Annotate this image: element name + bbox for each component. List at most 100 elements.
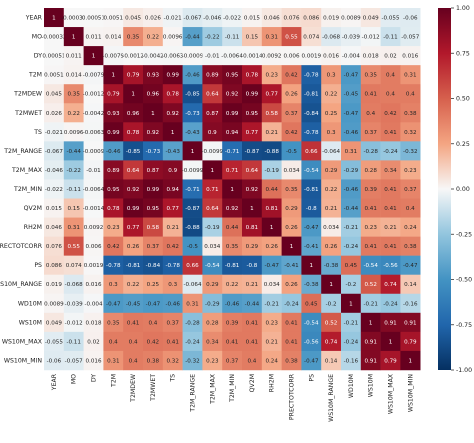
heatmap-cell — [162, 331, 183, 352]
cell-value-label: 0.38 — [404, 244, 417, 250]
cell-value-label: -0.78 — [304, 73, 319, 79]
cell-value-label: -0.055 — [45, 339, 63, 345]
heatmap-cell — [380, 312, 401, 333]
cell-value-label: 1 — [349, 301, 353, 307]
heatmap-cell — [44, 274, 65, 295]
cell-value-label: 0.22 — [67, 111, 79, 117]
heatmap-cell — [103, 198, 124, 218]
heatmap-cell — [380, 274, 401, 295]
cell-value-label: 0.049 — [363, 16, 379, 22]
cell-value-label: -0.0064 — [83, 187, 105, 193]
cell-value-label: -0.5 — [187, 244, 198, 250]
cell-value-label: 0.91 — [404, 320, 417, 326]
cell-value-label: 0.66 — [186, 263, 199, 269]
cell-value-label: 0.016 — [85, 282, 101, 288]
heatmap-cell — [83, 274, 104, 295]
cell-value-label: 0.9 — [168, 168, 177, 174]
colorbar-tick-label: 0.50 — [456, 96, 470, 103]
cell-value-label: 0.42 — [384, 111, 396, 117]
cell-value-label: 0.4 — [406, 206, 415, 212]
heatmap-cell — [222, 331, 243, 352]
cell-value-label: 0.34 — [384, 168, 397, 174]
cell-value-label: 0.78 — [127, 130, 140, 136]
heatmap-cell — [103, 236, 124, 256]
cell-value-label: 0.79 — [127, 73, 140, 79]
heatmap-cell — [321, 198, 342, 218]
cell-value-label: 0.74 — [325, 339, 338, 345]
cell-value-label: -0.0099 — [202, 149, 224, 155]
heatmap-cell — [162, 84, 183, 104]
heatmap-cell — [242, 141, 263, 161]
cell-value-label: 0.26 — [265, 244, 278, 250]
heatmap-cell — [44, 217, 65, 237]
cell-value-label: 0.41 — [166, 339, 179, 345]
cell-value-label: 0.22 — [226, 282, 238, 288]
row-label: T2M_RANGE — [3, 148, 42, 155]
heatmap-cell — [281, 8, 302, 28]
heatmap-cell — [261, 8, 282, 28]
heatmap-cell — [44, 312, 65, 333]
heatmap-cell — [281, 217, 302, 237]
row-label: T2M_MAX — [11, 167, 43, 174]
cell-value-label: -0.85 — [185, 92, 200, 98]
heatmap-cell — [281, 65, 302, 85]
cell-value-label: -0.28 — [363, 149, 378, 155]
cell-value-label: -0.47 — [403, 263, 418, 269]
heatmap-cell — [242, 331, 263, 352]
cell-value-label: 0.99 — [246, 92, 259, 98]
cell-value-label: 0.006 — [85, 244, 101, 250]
heatmap-cell — [123, 293, 144, 314]
cell-value-label: -0.00032 — [61, 16, 86, 22]
heatmap-cell — [63, 350, 84, 371]
heatmap-cell — [222, 312, 243, 333]
colorbar-tick-label: 0.00 — [456, 186, 470, 193]
heatmap-cell — [360, 8, 381, 28]
heatmap-cell — [182, 198, 203, 218]
cell-value-label: -0.19 — [205, 225, 220, 231]
cell-value-label: -0.8 — [246, 263, 257, 269]
heatmap-cell — [341, 293, 362, 314]
cell-value-label: 0.64 — [206, 206, 219, 212]
cell-value-label: 1 — [191, 149, 195, 155]
heatmap-cell — [360, 122, 381, 142]
heatmap-cell — [341, 350, 362, 371]
cell-value-label: 0.26 — [285, 282, 298, 288]
heatmap-cell — [44, 65, 65, 85]
cell-value-label: -0.0064 — [221, 54, 243, 60]
cell-value-label: 0.23 — [107, 225, 120, 231]
cell-value-label: 0.4 — [129, 358, 138, 364]
cell-value-label: 0.23 — [206, 358, 219, 364]
heatmap-cell — [321, 350, 342, 371]
cell-value-label: 0.35 — [226, 244, 239, 250]
cell-value-label: 0.016 — [323, 54, 339, 60]
heatmap-cell — [400, 46, 421, 66]
heatmap-cell — [360, 84, 381, 104]
heatmap-cell — [182, 312, 203, 333]
row-label: T2M — [28, 72, 42, 79]
heatmap-cell — [222, 84, 243, 104]
cell-value-label: 0.15 — [246, 35, 259, 41]
cell-value-label: -0.54 — [205, 263, 220, 269]
cell-value-label: 0.58 — [147, 225, 160, 231]
heatmap-cell — [301, 122, 322, 142]
cell-value-label: 0.21 — [246, 282, 259, 288]
cell-value-label: -0.81 — [126, 263, 141, 269]
heatmap-cell — [83, 293, 104, 314]
cell-value-label: 0.0089 — [44, 301, 64, 307]
heatmap-cell — [281, 350, 302, 371]
heatmap-cell — [123, 46, 144, 66]
heatmap-cell — [143, 350, 164, 371]
heatmap-cell — [400, 236, 421, 256]
cell-value-label: 0.3 — [327, 130, 336, 136]
heatmap-cell — [143, 236, 164, 256]
heatmap-cell — [202, 312, 223, 333]
heatmap-cell — [182, 350, 203, 371]
cell-value-label: -0.06 — [47, 358, 62, 364]
cell-value-label: -0.46 — [344, 130, 359, 136]
heatmap-cell — [143, 103, 164, 123]
cell-value-label: -0.73 — [185, 111, 200, 117]
heatmap-cell — [162, 274, 183, 295]
column-label: TS — [170, 374, 177, 383]
row-label: PS — [34, 262, 42, 269]
heatmap-cell — [301, 27, 322, 47]
